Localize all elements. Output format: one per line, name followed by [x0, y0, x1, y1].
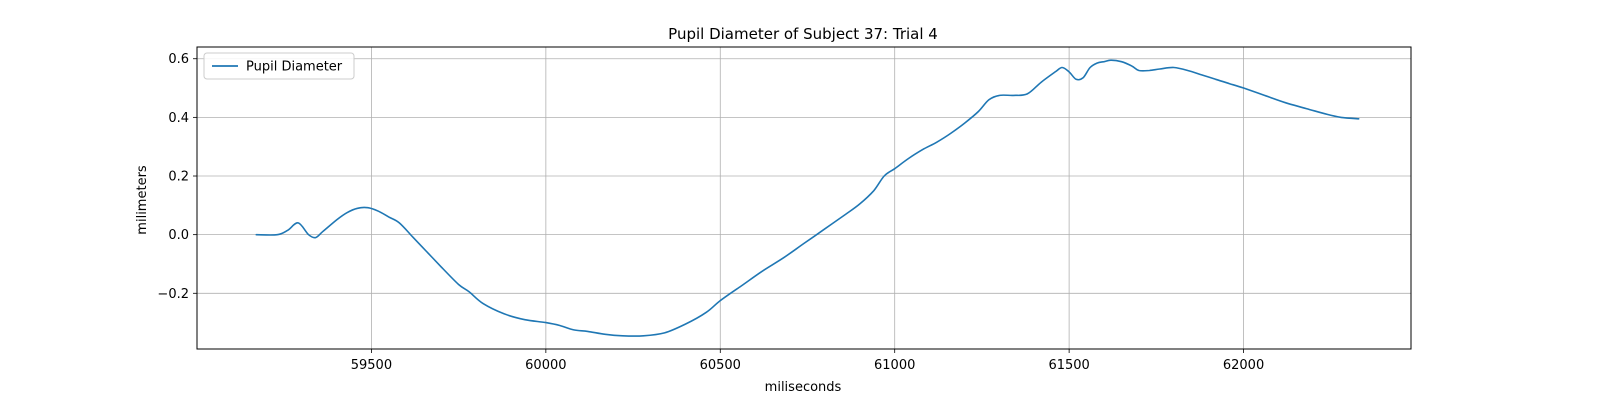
y-tick-label: 0.2: [168, 170, 189, 185]
legend: Pupil Diameter: [203, 52, 355, 80]
x-tick-label: 60000: [525, 358, 566, 373]
x-tick-label: 59500: [351, 358, 392, 373]
x-tick-label: 61500: [1048, 358, 1089, 373]
series-layer: [255, 59, 1360, 337]
chart-title: Pupil Diameter of Subject 37: Trial 4: [668, 25, 938, 43]
y-tick-label: −0.2: [157, 287, 189, 302]
legend-box: [203, 52, 355, 80]
x-axis-label: miliseconds: [765, 380, 842, 395]
x-tick-label: 60500: [700, 358, 741, 373]
y-axis-label: milimeters: [135, 165, 150, 235]
y-tick-label: 0.6: [168, 52, 189, 67]
tick-layer: 59500 60000 60500 61000 61500 62000 −0.2 0.0 0.2…: [157, 52, 1264, 373]
plot-frame: [196, 46, 1412, 350]
x-tick-label: 61000: [874, 358, 915, 373]
y-tick-label: 0.0: [168, 228, 189, 243]
legend-label: Pupil Diameter: [246, 60, 343, 75]
grid-layer: [197, 47, 1411, 349]
x-tick-label: 62000: [1223, 358, 1264, 373]
series-line-pupil-diameter: [255, 59, 1360, 337]
y-tick-label: 0.4: [168, 111, 189, 126]
